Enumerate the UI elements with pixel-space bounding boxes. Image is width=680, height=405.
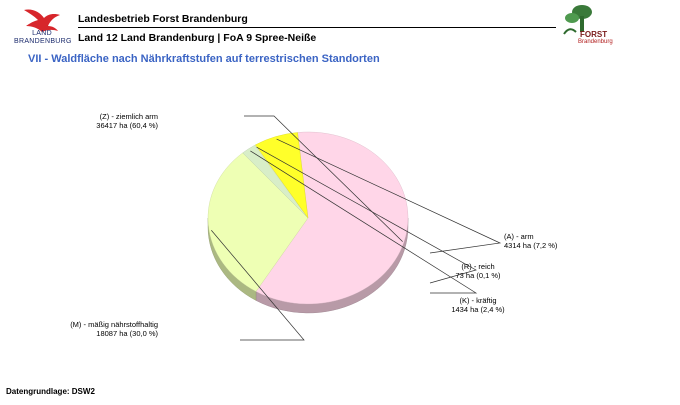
slice-1-top xyxy=(207,152,309,292)
slice-2-leader-line xyxy=(250,150,478,294)
forst-logo-text: FORST xyxy=(580,30,608,39)
slice-1-leader-line xyxy=(211,230,305,341)
header-divider xyxy=(78,27,556,28)
slice-3-value-label: 73 ha (0,1 %) xyxy=(455,271,501,280)
slice-3-leader-line xyxy=(256,146,477,284)
data-source-note: Datengrundlage: DSW2 xyxy=(6,387,95,396)
slice-0-name-label: (Z) - ziemlich arm xyxy=(100,112,158,121)
unit-name: Land 12 Land Brandenburg | FoA 9 Spree-N… xyxy=(78,32,317,44)
logo-caption-brandenburg: BRANDENBURG xyxy=(14,38,72,45)
brandenburg-eagle-logo xyxy=(24,9,60,32)
forst-logo-subtext: Brandenburg xyxy=(578,39,613,45)
slice-0-top xyxy=(255,131,409,305)
forst-tree-logo xyxy=(563,5,592,35)
slice-2-name-label: (K) - kräftig xyxy=(459,296,496,305)
slice-3-name-label: (R) - reich xyxy=(461,262,494,271)
slice-2-value-label: 1434 ha (2,4 %) xyxy=(451,305,505,314)
org-name: Landesbetrieb Forst Brandenburg xyxy=(78,13,248,25)
pie-leader-lines xyxy=(211,115,502,341)
slice-4-name-label: (A) - arm xyxy=(504,232,534,241)
slice-0-leader-line xyxy=(244,115,403,242)
slice-4-leader-line xyxy=(276,138,502,254)
chart-title: VII - Waldfläche nach Nährkraftstufen au… xyxy=(28,53,380,65)
slice-0-value-label: 36417 ha (60,4 %) xyxy=(96,121,158,130)
logo-caption-land: LAND xyxy=(32,30,52,37)
slice-4-value-label: 4314 ha (7,2 %) xyxy=(504,241,558,250)
slice-1-value-label: 18087 ha (30,0 %) xyxy=(96,329,158,338)
slice-1-name-label: (M) - mäßig nährstoffhaltig xyxy=(70,320,158,329)
